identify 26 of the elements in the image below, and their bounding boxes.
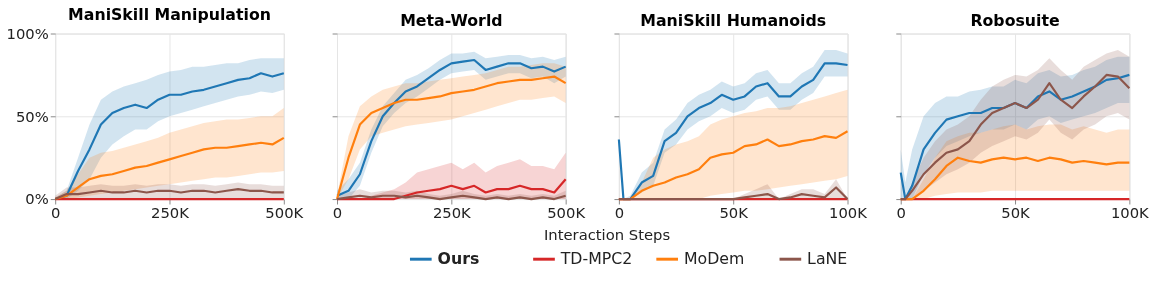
x-tick-label: 250K xyxy=(432,204,472,222)
x-tick-label: 100K xyxy=(829,204,868,222)
x-axis-title: Interaction Steps xyxy=(543,226,671,244)
x-tick-label: 0 xyxy=(50,204,61,222)
x-tick-label: 100K xyxy=(1110,204,1150,222)
legend-label: MoDem xyxy=(683,249,745,269)
y-tick-label: 100% xyxy=(6,24,49,42)
legend-label: TD-MPC2 xyxy=(559,249,633,269)
line-series xyxy=(54,188,285,201)
chart-title: Robosuite xyxy=(970,11,1060,31)
y-tick-label: 50% xyxy=(15,107,49,125)
x-tick-label: 500K xyxy=(547,204,586,222)
x-tick-label: 0 xyxy=(896,204,906,222)
x-tick-label: 0 xyxy=(332,204,343,222)
chart-title: ManiSkill Manipulation xyxy=(68,4,271,24)
x-tick-label: 250K xyxy=(151,204,190,222)
x-tick-label: 50K xyxy=(719,204,749,222)
x-tick-label: 50K xyxy=(1001,204,1031,222)
x-tick-label: 0 xyxy=(614,204,625,222)
legend-label: Ours xyxy=(437,249,480,269)
line-series xyxy=(54,136,285,201)
chart-title: Meta-World xyxy=(400,11,503,31)
legend-label: LaNE xyxy=(807,249,848,269)
y-tick-label: 0% xyxy=(25,190,49,208)
x-tick-label: 500K xyxy=(265,204,304,222)
chart-title: ManiSkill Humanoids xyxy=(640,11,827,31)
